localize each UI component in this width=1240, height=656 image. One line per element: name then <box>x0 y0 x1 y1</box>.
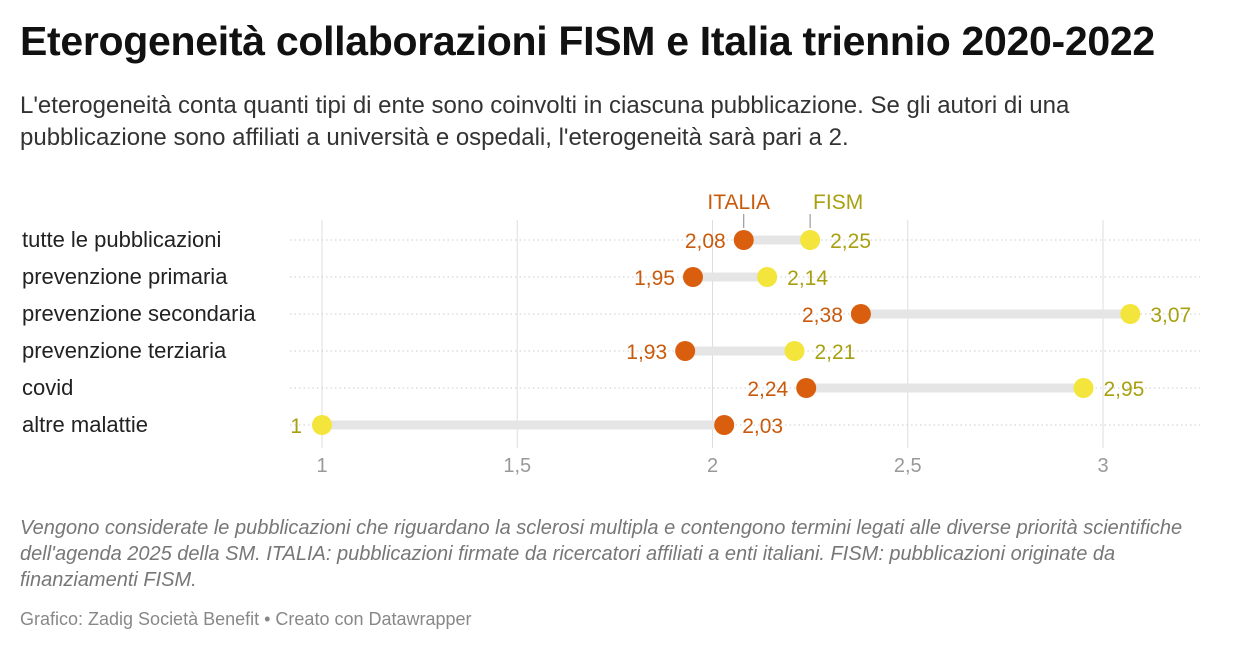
italia-value-label: 2,24 <box>747 378 788 401</box>
x-tick-label: 2 <box>707 455 718 477</box>
category-label: prevenzione primaria <box>22 264 228 289</box>
category-label: altre malattie <box>22 412 148 437</box>
italia-dot <box>850 304 871 324</box>
fism-value-label: 2,25 <box>830 230 871 253</box>
fism-dot <box>312 415 332 435</box>
chart-source-footer: Grafico: Zadig Società Benefit • Creato … <box>20 609 472 629</box>
fism-dot <box>784 341 805 361</box>
italia-dot <box>733 230 754 250</box>
italia-dot <box>675 341 696 361</box>
fism-value-label: 1 <box>290 415 302 438</box>
category-label: prevenzione secondaria <box>22 301 256 326</box>
chart-subtitle: L'eterogeneità conta quanti tipi di ente… <box>20 92 1070 151</box>
fism-dot <box>1073 378 1094 398</box>
chart-notes: Vengono considerate le pubblicazioni che… <box>20 517 1183 591</box>
x-tick-label: 1,5 <box>503 455 531 477</box>
fism-dot <box>1120 304 1141 324</box>
italia-dot <box>682 267 703 287</box>
italia-value-label: 2,08 <box>685 230 726 253</box>
x-tick-label: 3 <box>1097 455 1108 477</box>
fism-series-label: FISM <box>813 191 863 214</box>
italia-value-label: 1,95 <box>634 267 675 290</box>
category-label: tutte le pubblicazioni <box>22 227 221 252</box>
range-dot-chart: 1 1,5 2 2,5 3 tutte le pubblicazioni 2,08 2,25 p… <box>22 191 1200 477</box>
italia-series-label: ITALIA <box>707 191 770 214</box>
italia-value-label: 2,03 <box>742 415 783 438</box>
italia-dot <box>714 415 735 435</box>
fism-value-label: 2,95 <box>1103 378 1144 401</box>
category-label: prevenzione terziaria <box>22 338 227 363</box>
fism-dot <box>757 267 778 287</box>
italia-value-label: 2,38 <box>802 304 843 327</box>
category-label: covid <box>22 375 73 400</box>
fism-value-label: 2,14 <box>787 267 828 290</box>
fism-value-label: 3,07 <box>1150 304 1191 327</box>
chart-title: Eterogeneità collaborazioni FISM e Itali… <box>20 18 1155 64</box>
fism-value-label: 2,21 <box>815 341 856 364</box>
x-tick-label: 2,5 <box>894 455 922 477</box>
italia-value-label: 1,93 <box>626 341 667 364</box>
fism-dot <box>800 230 821 250</box>
x-tick-label: 1 <box>316 455 327 477</box>
italia-dot <box>796 378 817 398</box>
